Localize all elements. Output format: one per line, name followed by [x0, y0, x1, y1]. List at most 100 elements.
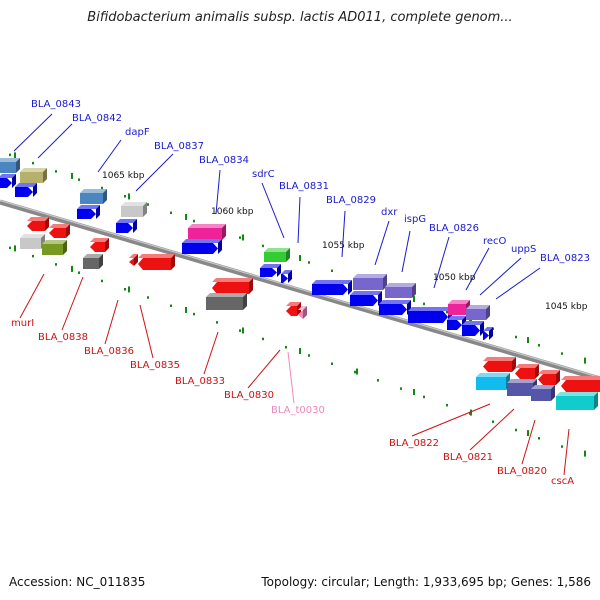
gene-box-top — [353, 274, 387, 278]
leader-line-forward — [97, 139, 122, 173]
gene-box-top — [264, 248, 290, 252]
gene-box — [507, 383, 533, 396]
gene-box-top — [83, 254, 103, 258]
gene-box-side — [103, 189, 107, 204]
leader-line-reverse — [61, 276, 84, 331]
gene-box-top — [556, 392, 598, 396]
leader-line-forward — [215, 169, 221, 215]
accession-text: Accession: NC_011835 — [9, 575, 146, 589]
leader-line-forward — [13, 113, 53, 152]
gene-box-side — [171, 254, 175, 270]
gene-box — [462, 325, 480, 336]
gene-box — [350, 295, 378, 306]
gene-label-reverse: BLA_0830 — [224, 390, 274, 401]
gene-box — [312, 284, 348, 295]
gene-box-top — [531, 385, 555, 389]
gene-box-top — [212, 278, 253, 282]
leader-line-forward — [433, 236, 450, 289]
gene-box-top — [27, 217, 49, 221]
gene-box — [447, 320, 462, 330]
gene-box-side — [303, 306, 307, 319]
gene-box-top — [281, 270, 292, 274]
gene-box-side — [16, 158, 20, 173]
gene-label-forward: dxr — [381, 207, 398, 218]
tick-group — [9, 152, 586, 457]
gene-label-reverse: cscA — [551, 476, 574, 487]
gene-box-top — [408, 307, 452, 311]
gene-box-side — [222, 224, 226, 240]
gene-box-top — [20, 234, 45, 238]
gene-label-forward: BLA_0842 — [72, 113, 122, 124]
gene-box-top — [466, 305, 490, 309]
gene-box — [448, 304, 466, 315]
gene-box — [20, 238, 41, 249]
gene-label-reverse: BLA_t0030 — [271, 405, 325, 416]
genome-backbone — [0, 199, 600, 382]
gene-box-top — [129, 254, 138, 258]
leader-line-forward — [261, 182, 285, 239]
leader-line-reverse — [521, 419, 536, 465]
gene-box-side — [218, 239, 222, 254]
kbp-marker: 1045 kbp — [545, 302, 588, 312]
gene-box — [15, 187, 33, 197]
leader-line-reverse — [469, 408, 515, 451]
gene-box-side — [43, 168, 47, 183]
gene-label-forward: BLA_0837 — [154, 141, 204, 152]
gene-box — [264, 252, 286, 262]
leader-line-reverse — [411, 403, 491, 437]
gene-box — [0, 162, 16, 173]
gene-box-side — [535, 364, 539, 379]
leader-line-reverse — [104, 299, 119, 345]
gene-box-side — [348, 280, 352, 295]
gene-label-reverse: BLA_0836 — [84, 346, 134, 357]
gene-box — [281, 274, 288, 283]
gene-box — [286, 306, 297, 316]
gene-box-side — [134, 254, 138, 266]
gene-box — [476, 377, 506, 390]
gene-box-top — [476, 373, 510, 377]
gene-box — [20, 172, 43, 183]
backbone-group — [0, 199, 600, 382]
leader-line-reverse — [139, 304, 154, 359]
gene-box-top — [90, 238, 109, 242]
gene-box-side — [12, 174, 16, 188]
gene-label-reverse: BLA_0833 — [175, 376, 225, 387]
gene-box-top — [298, 306, 307, 310]
gene-box-top — [20, 168, 47, 172]
gene-box-side — [133, 219, 137, 233]
gene-box — [212, 282, 249, 294]
gene-box-top — [350, 291, 382, 295]
gene-label-forward: BLA_0829 — [326, 195, 376, 206]
leader-line-forward — [37, 123, 73, 159]
gene-box-side — [486, 305, 490, 320]
gene-box — [206, 297, 243, 310]
gene-box — [188, 228, 222, 240]
gene-box-top — [447, 316, 466, 320]
kbp-marker: 1065 kbp — [102, 171, 145, 181]
leader-line-reverse — [287, 351, 295, 404]
gene-box — [483, 331, 489, 340]
gene-box-top — [0, 174, 16, 178]
topology-text: Topology: circular; Length: 1,933,695 bp… — [261, 575, 591, 589]
gene-box — [0, 178, 12, 188]
kbp-marker: 1055 kbp — [322, 241, 365, 251]
gene-box-top — [206, 293, 247, 297]
gene-label-forward: recO — [483, 236, 507, 247]
label-text-group: 1065 kbp 1060 kbp 1055 kbp 1050 kbp 1045 kbp… — [11, 99, 590, 487]
gene-box-side — [551, 385, 555, 401]
gene-box-top — [15, 183, 37, 187]
gene-box — [138, 258, 171, 270]
kbp-marker: 1050 kbp — [433, 273, 476, 283]
gene-box-side — [33, 183, 37, 197]
gene-box-side — [63, 240, 67, 255]
gene-box — [42, 244, 63, 255]
gene-label-forward: dapF — [125, 127, 150, 138]
gene-box-side — [143, 202, 147, 217]
gene-box-top — [77, 205, 100, 209]
gene-box-top — [483, 327, 493, 331]
gene-box-side — [286, 248, 290, 262]
gene-box — [77, 209, 96, 219]
gene-box — [408, 311, 448, 323]
gene-box — [561, 380, 600, 392]
